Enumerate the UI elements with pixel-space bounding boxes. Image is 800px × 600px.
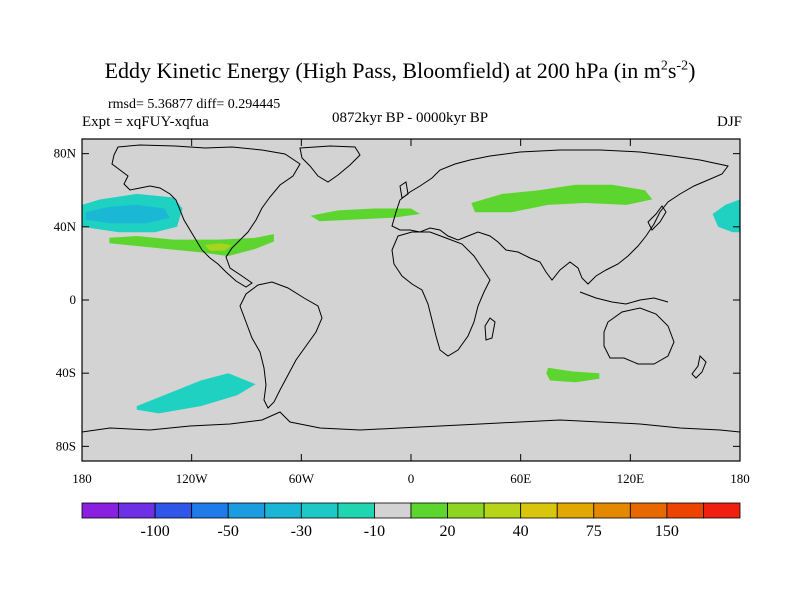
colorbar-swatch: [154, 502, 193, 519]
colorbar-swatch: [556, 502, 595, 519]
region-north-america-positive: [109, 234, 274, 257]
lon-label: 60E: [510, 471, 531, 486]
coast-australia: [603, 307, 675, 365]
coastlines: [82, 144, 740, 433]
colorbar-swatch: [81, 502, 119, 519]
colorbar-swatch: [191, 502, 229, 519]
lat-label: 40S: [56, 365, 76, 380]
lon-label: 60W: [289, 471, 315, 486]
region-south-pacific-negative: [136, 373, 256, 414]
coast-japan: [647, 205, 667, 231]
region-asia-positive: [471, 184, 653, 213]
lat-label: 80S: [56, 438, 76, 453]
coast-eurasia: [391, 149, 729, 285]
experiment-label: Expt = xqFUY-xqfua: [82, 114, 209, 130]
stats-text: rmsd= 5.36877 diff= 0.294445: [108, 97, 281, 112]
colorbar-swatch: [483, 502, 522, 519]
colorbar-label: -50: [218, 523, 239, 540]
lon-label: 120W: [176, 471, 209, 486]
lon-label: 180: [730, 471, 750, 486]
colorbar: -100 -50 -30 -10 20 40 75 150: [81, 502, 741, 540]
colorbar-swatch: [410, 502, 448, 519]
coast-north-america: [111, 144, 301, 288]
region-east-asia-pacific-negative: [712, 199, 740, 233]
colorbar-swatch: [264, 502, 302, 519]
region-south-indian-positive: [546, 367, 600, 383]
longitude-axis: 180 120W 60W 0 60E 120E 180: [72, 139, 750, 486]
colorbar-swatch: [447, 502, 485, 519]
colorbar-label: 20: [440, 523, 456, 540]
coast-indonesia: [579, 291, 669, 305]
coast-south-america: [239, 281, 323, 409]
colorbar-label: 40: [513, 523, 529, 540]
colorbar-label: 75: [586, 523, 602, 540]
coast-africa: [391, 231, 491, 357]
lon-label: 180: [72, 471, 92, 486]
region-north-pacific-inner-negative: [85, 204, 170, 224]
coast-madagascar: [484, 317, 496, 341]
colorbar-swatch: [374, 502, 412, 519]
lat-label: 80N: [54, 146, 77, 161]
colorbar-swatch: [666, 502, 704, 519]
colorbar-label: -100: [140, 523, 169, 540]
period-label: 0872kyr BP - 0000kyr BP: [331, 110, 489, 126]
region-north-atlantic-positive: [310, 208, 421, 222]
lat-label: 40N: [54, 219, 77, 234]
colorbar-swatch: [118, 502, 156, 519]
colorbar-swatch: [300, 502, 339, 519]
colorbar-label: -10: [364, 523, 385, 540]
colorbar-label: 150: [655, 523, 679, 540]
coast-greenland: [299, 145, 361, 183]
map-title: Eddy Kinetic Energy (High Pass, Bloomfie…: [104, 58, 696, 83]
colorbar-swatch: [227, 502, 266, 519]
colorbar-swatch: [629, 502, 668, 519]
season-label: DJF: [716, 114, 742, 130]
colorbar-label: -30: [291, 523, 312, 540]
coast-britain: [399, 181, 409, 199]
colorbar-swatch: [593, 502, 631, 519]
coast-antarctica: [82, 411, 740, 433]
lat-label: 0: [70, 292, 77, 307]
latitude-axis: 80N 40N 0 40S 80S: [54, 146, 740, 453]
colorbar-swatch: [703, 502, 741, 519]
region-north-america-core-positive: [204, 243, 232, 251]
lon-label: 120E: [617, 471, 645, 486]
anomaly-regions: [82, 184, 740, 414]
lon-label: 0: [408, 471, 415, 486]
colorbar-swatch: [337, 502, 375, 519]
coast-new-zealand: [691, 354, 707, 379]
colorbar-swatch: [520, 502, 558, 519]
